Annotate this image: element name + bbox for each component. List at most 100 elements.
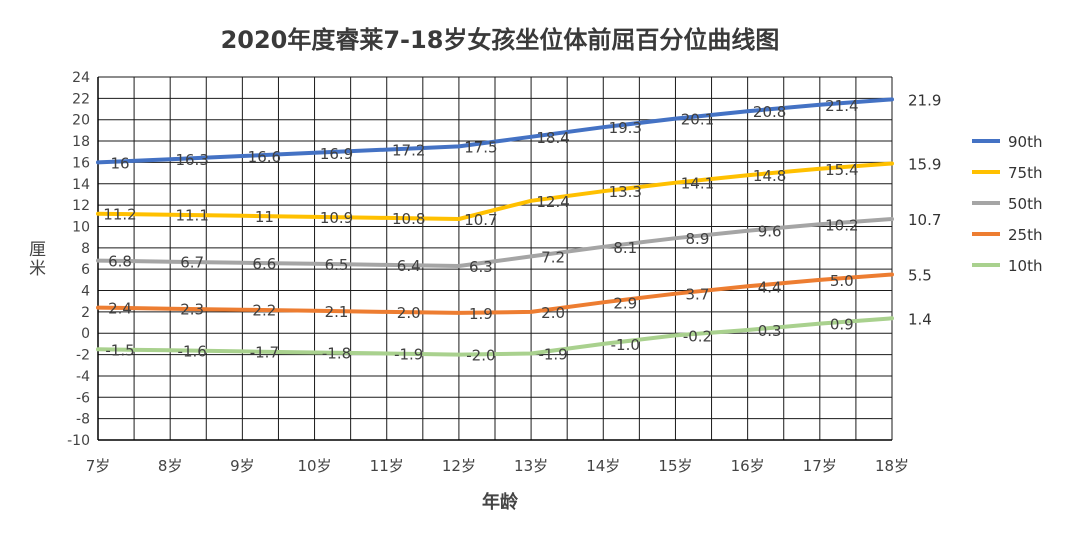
- y-tick-label: -4: [76, 369, 90, 385]
- x-tick-label: 8岁: [158, 457, 183, 475]
- end-value-label: 21.9: [908, 91, 941, 109]
- data-label: -1.6: [178, 342, 207, 360]
- legend-label: 10th: [1008, 257, 1042, 275]
- series-line-90th: [96, 97, 894, 165]
- data-label: 16.6: [248, 148, 281, 166]
- data-label: 17.2: [392, 142, 425, 160]
- data-label: 2.4: [108, 300, 132, 318]
- data-label: 10.9: [320, 209, 353, 227]
- x-tick-label: 18岁: [875, 457, 909, 475]
- data-label: 15.4: [825, 161, 858, 179]
- data-label: 3.7: [686, 286, 710, 304]
- y-tick-label: 8: [81, 241, 90, 257]
- end-value-label: 5.5: [908, 267, 932, 285]
- data-label: 5.0: [830, 272, 854, 290]
- data-label: 6.6: [252, 255, 276, 273]
- data-label: 2.2: [252, 302, 276, 320]
- legend-label: 50th: [1008, 195, 1042, 213]
- legend-label: 75th: [1008, 164, 1042, 182]
- data-label: 11.1: [175, 207, 208, 225]
- data-label: 6.4: [397, 257, 421, 275]
- data-label: 11: [255, 208, 274, 226]
- data-label: 18.4: [536, 129, 569, 147]
- x-tick-label: 12岁: [442, 457, 476, 475]
- y-tick-label: -6: [76, 390, 90, 406]
- series-line-75th: [96, 161, 894, 221]
- data-label: -2.0: [466, 347, 495, 365]
- data-label: 16: [110, 154, 129, 172]
- data-label: 21.4: [825, 97, 858, 115]
- x-axis-label: 年龄: [482, 492, 518, 513]
- data-label: 16.3: [175, 151, 208, 169]
- legend-label: 90th: [1008, 133, 1042, 151]
- y-tick-label: 0: [81, 326, 90, 342]
- data-label: 8.9: [686, 230, 710, 248]
- data-label: -1.9: [538, 346, 567, 364]
- x-tick-label: 9岁: [230, 457, 255, 475]
- data-label: 0.3: [758, 322, 782, 340]
- y-tick-label: 12: [72, 198, 90, 214]
- x-tick-label: 13岁: [514, 457, 548, 475]
- y-tick-label: 6: [81, 262, 90, 278]
- data-label: -1.7: [250, 343, 279, 361]
- data-label: 16.9: [320, 145, 353, 163]
- data-label: 7.2: [541, 248, 565, 266]
- y-tick-label: 20: [72, 113, 90, 129]
- data-label: -0.2: [683, 327, 712, 345]
- data-label: 2.0: [397, 304, 421, 322]
- data-label: 6.5: [325, 256, 349, 274]
- y-tick-label: 22: [72, 91, 90, 107]
- end-value-label: 15.9: [908, 155, 941, 173]
- data-label: 0.9: [830, 316, 854, 334]
- data-label: 9.6: [758, 223, 782, 241]
- y-tick-label: 4: [81, 284, 90, 300]
- x-tick-label: 17岁: [803, 457, 837, 475]
- data-label: 6.3: [469, 258, 493, 276]
- y-tick-label: 2: [81, 305, 90, 321]
- x-tick-label: 16岁: [731, 457, 765, 475]
- data-label: 2.9: [613, 294, 637, 312]
- y-tick-label: -2: [76, 348, 90, 364]
- data-label: 11.2: [103, 206, 136, 224]
- data-label: 12.4: [536, 193, 569, 211]
- series-line-50th: [96, 217, 894, 268]
- data-label: 2.0: [541, 304, 565, 322]
- data-label: 10.8: [392, 210, 425, 228]
- y-tick-label: 16: [72, 155, 90, 171]
- data-label: 1.9: [469, 305, 493, 323]
- y-tick-label: 24: [72, 70, 90, 86]
- data-label: -1.5: [105, 341, 134, 359]
- legend-label: 25th: [1008, 226, 1042, 244]
- data-label: 2.1: [325, 303, 349, 321]
- x-tick-label: 7岁: [86, 457, 111, 475]
- series-line-25th: [96, 272, 894, 315]
- y-axis-label: 厘米: [25, 240, 45, 278]
- x-tick-label: 15岁: [658, 457, 692, 475]
- x-tick-label: 11岁: [370, 457, 404, 475]
- data-label: 8.1: [613, 239, 637, 257]
- data-label: 10.2: [825, 216, 858, 234]
- y-tick-label: 10: [72, 219, 90, 235]
- data-label: -1.8: [322, 344, 351, 362]
- data-label: 6.8: [108, 253, 132, 271]
- chart-title: 2020年度睿莱7-18岁女孩坐位体前屈百分位曲线图: [220, 26, 780, 54]
- data-label: 19.3: [609, 119, 642, 137]
- data-label: 2.3: [180, 301, 204, 319]
- data-label: 20.1: [681, 111, 714, 129]
- y-tick-label: -10: [67, 433, 90, 449]
- data-label: 6.7: [180, 254, 204, 272]
- data-label: -1.9: [394, 346, 423, 364]
- end-value-label: 1.4: [908, 310, 932, 328]
- end-value-label: 10.7: [908, 211, 941, 229]
- x-tick-label: 14岁: [586, 457, 620, 475]
- data-label: 14.8: [753, 167, 786, 185]
- data-label: 10.7: [464, 211, 497, 229]
- x-tick-label: 10岁: [297, 457, 331, 475]
- y-tick-label: 18: [72, 134, 90, 150]
- data-label: 17.5: [464, 138, 497, 156]
- series-line-10th: [96, 316, 894, 357]
- y-tick-label: -8: [76, 412, 90, 428]
- data-label: 14.1: [681, 175, 714, 193]
- data-label: 20.8: [753, 103, 786, 121]
